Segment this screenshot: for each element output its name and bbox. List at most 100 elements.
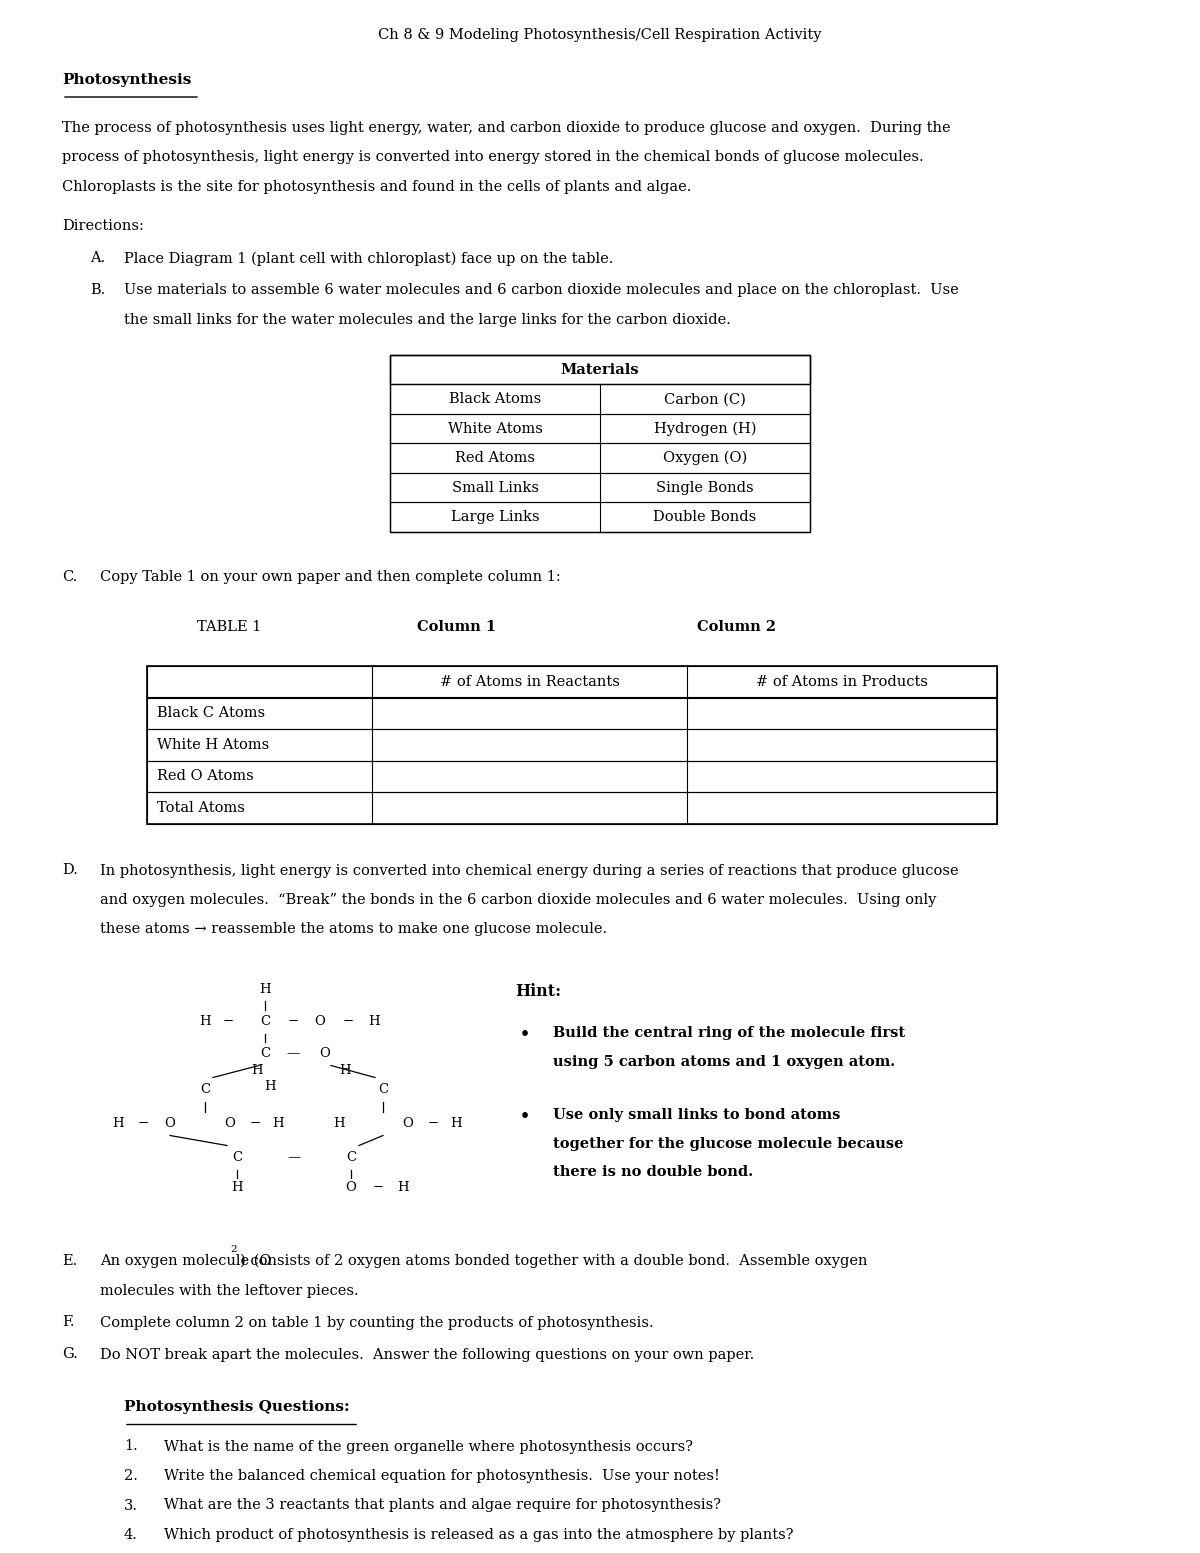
Bar bbox=[148, 761, 997, 792]
Text: these atoms → reassemble the atoms to make one glucose molecule.: these atoms → reassemble the atoms to ma… bbox=[100, 922, 607, 936]
Text: Hydrogen (H): Hydrogen (H) bbox=[654, 421, 756, 436]
Text: process of photosynthesis, light energy is converted into energy stored in the c: process of photosynthesis, light energy … bbox=[62, 151, 924, 165]
Text: H: H bbox=[450, 1117, 462, 1131]
Text: White H Atoms: White H Atoms bbox=[157, 738, 269, 752]
Text: C: C bbox=[378, 1082, 388, 1096]
Text: E.: E. bbox=[62, 1253, 77, 1267]
Text: Use only small links to bond atoms: Use only small links to bond atoms bbox=[553, 1109, 840, 1123]
Bar bbox=[148, 697, 997, 728]
Text: Red Atoms: Red Atoms bbox=[455, 452, 535, 466]
Text: −: − bbox=[250, 1117, 260, 1131]
Text: 2.: 2. bbox=[124, 1469, 138, 1483]
Text: Black C Atoms: Black C Atoms bbox=[157, 707, 265, 721]
Text: O: O bbox=[164, 1117, 175, 1131]
Text: ) consists of 2 oxygen atoms bonded together with a double bond.  Assemble oxyge: ) consists of 2 oxygen atoms bonded toge… bbox=[240, 1253, 868, 1269]
Text: Small Links: Small Links bbox=[451, 481, 539, 495]
Text: Photosynthesis Questions:: Photosynthesis Questions: bbox=[124, 1399, 349, 1413]
Text: molecules with the leftover pieces.: molecules with the leftover pieces. bbox=[100, 1283, 359, 1297]
Bar bbox=[390, 385, 810, 415]
Text: Hint:: Hint: bbox=[515, 983, 562, 1000]
Text: B.: B. bbox=[90, 284, 106, 298]
Text: 1.: 1. bbox=[124, 1440, 138, 1454]
Bar bbox=[148, 792, 997, 823]
Text: Red O Atoms: Red O Atoms bbox=[157, 769, 253, 783]
Text: What is the name of the green organelle where photosynthesis occurs?: What is the name of the green organelle … bbox=[164, 1440, 694, 1454]
Text: 4.: 4. bbox=[124, 1528, 138, 1542]
Text: H: H bbox=[272, 1117, 284, 1131]
Text: Total Atoms: Total Atoms bbox=[157, 801, 245, 815]
Bar bbox=[390, 503, 810, 533]
Bar bbox=[390, 356, 810, 385]
Bar bbox=[390, 356, 810, 533]
Text: Use materials to assemble 6 water molecules and 6 carbon dioxide molecules and p: Use materials to assemble 6 water molecu… bbox=[124, 284, 959, 298]
Bar bbox=[390, 415, 810, 444]
Text: H: H bbox=[334, 1117, 344, 1131]
Text: O: O bbox=[224, 1117, 235, 1131]
Text: H: H bbox=[259, 983, 271, 995]
Text: •: • bbox=[520, 1027, 530, 1044]
Text: 2: 2 bbox=[230, 1246, 236, 1253]
Text: −: − bbox=[288, 1016, 299, 1028]
Text: —: — bbox=[287, 1047, 300, 1061]
Text: H: H bbox=[199, 1016, 211, 1028]
Text: H: H bbox=[264, 1079, 276, 1093]
Text: Oxygen (O): Oxygen (O) bbox=[662, 450, 748, 466]
Text: White Atoms: White Atoms bbox=[448, 422, 542, 436]
Text: −: − bbox=[138, 1117, 149, 1131]
Text: C: C bbox=[346, 1151, 356, 1165]
Text: −: − bbox=[372, 1180, 384, 1194]
Text: Large Links: Large Links bbox=[451, 511, 539, 525]
Text: Complete column 2 on table 1 by counting the products of photosynthesis.: Complete column 2 on table 1 by counting… bbox=[100, 1315, 654, 1329]
Text: F.: F. bbox=[62, 1315, 74, 1329]
Text: Chloroplasts is the site for photosynthesis and found in the cells of plants and: Chloroplasts is the site for photosynthe… bbox=[62, 180, 691, 194]
Text: the small links for the water molecules and the large links for the carbon dioxi: the small links for the water molecules … bbox=[124, 314, 731, 328]
Text: Column 2: Column 2 bbox=[697, 620, 776, 634]
Bar bbox=[390, 474, 810, 503]
Text: and oxygen molecules.  “Break” the bonds in the 6 carbon dioxide molecules and 6: and oxygen molecules. “Break” the bonds … bbox=[100, 893, 936, 907]
Text: Write the balanced chemical equation for photosynthesis.  Use your notes!: Write the balanced chemical equation for… bbox=[164, 1469, 720, 1483]
Text: D.: D. bbox=[62, 863, 78, 877]
Text: together for the glucose molecule because: together for the glucose molecule becaus… bbox=[553, 1137, 904, 1151]
Text: Materials: Materials bbox=[560, 363, 640, 377]
Text: A.: A. bbox=[90, 252, 106, 266]
Text: In photosynthesis, light energy is converted into chemical energy during a serie: In photosynthesis, light energy is conve… bbox=[100, 863, 959, 877]
Text: H: H bbox=[368, 1016, 380, 1028]
Text: C.: C. bbox=[62, 570, 77, 584]
Text: Place Diagram 1 (plant cell with chloroplast) face up on the table.: Place Diagram 1 (plant cell with chlorop… bbox=[124, 252, 613, 266]
Text: O: O bbox=[346, 1180, 356, 1194]
Text: C: C bbox=[260, 1047, 270, 1061]
Text: Single Bonds: Single Bonds bbox=[656, 481, 754, 495]
Text: −: − bbox=[342, 1016, 354, 1028]
Text: H: H bbox=[112, 1117, 124, 1131]
Text: An oxygen molecule (O: An oxygen molecule (O bbox=[100, 1253, 271, 1269]
Text: H: H bbox=[340, 1064, 350, 1076]
Bar bbox=[148, 666, 997, 823]
Text: H: H bbox=[251, 1064, 263, 1076]
Text: O: O bbox=[402, 1117, 414, 1131]
Text: Photosynthesis: Photosynthesis bbox=[62, 73, 191, 87]
Text: using 5 carbon atoms and 1 oxygen atom.: using 5 carbon atoms and 1 oxygen atom. bbox=[553, 1054, 895, 1068]
Text: −: − bbox=[222, 1016, 234, 1028]
Text: O: O bbox=[314, 1016, 325, 1028]
Text: Column 1: Column 1 bbox=[418, 620, 496, 634]
Bar bbox=[148, 728, 997, 761]
Text: Double Bonds: Double Bonds bbox=[653, 511, 757, 525]
Text: H: H bbox=[232, 1180, 242, 1194]
Text: Which product of photosynthesis is released as a gas into the atmosphere by plan: Which product of photosynthesis is relea… bbox=[164, 1528, 793, 1542]
Text: —: — bbox=[287, 1151, 301, 1165]
Text: What are the 3 reactants that plants and algae require for photosynthesis?: What are the 3 reactants that plants and… bbox=[164, 1499, 721, 1513]
Text: TABLE 1: TABLE 1 bbox=[197, 620, 262, 634]
Text: C: C bbox=[232, 1151, 242, 1165]
Bar bbox=[390, 444, 810, 474]
Text: Copy Table 1 on your own paper and then complete column 1:: Copy Table 1 on your own paper and then … bbox=[100, 570, 560, 584]
Text: G.: G. bbox=[62, 1348, 78, 1362]
Text: # of Atoms in Reactants: # of Atoms in Reactants bbox=[439, 674, 619, 688]
Text: Ch 8 & 9 Modeling Photosynthesis/Cell Respiration Activity: Ch 8 & 9 Modeling Photosynthesis/Cell Re… bbox=[378, 28, 822, 42]
Text: −: − bbox=[427, 1117, 438, 1131]
Bar bbox=[148, 666, 997, 697]
Text: Carbon (C): Carbon (C) bbox=[664, 393, 746, 407]
Text: C: C bbox=[200, 1082, 210, 1096]
Text: The process of photosynthesis uses light energy, water, and carbon dioxide to pr: The process of photosynthesis uses light… bbox=[62, 121, 950, 135]
Text: Do NOT break apart the molecules.  Answer the following questions on your own pa: Do NOT break apart the molecules. Answer… bbox=[100, 1348, 755, 1362]
Text: there is no double bond.: there is no double bond. bbox=[553, 1165, 754, 1179]
